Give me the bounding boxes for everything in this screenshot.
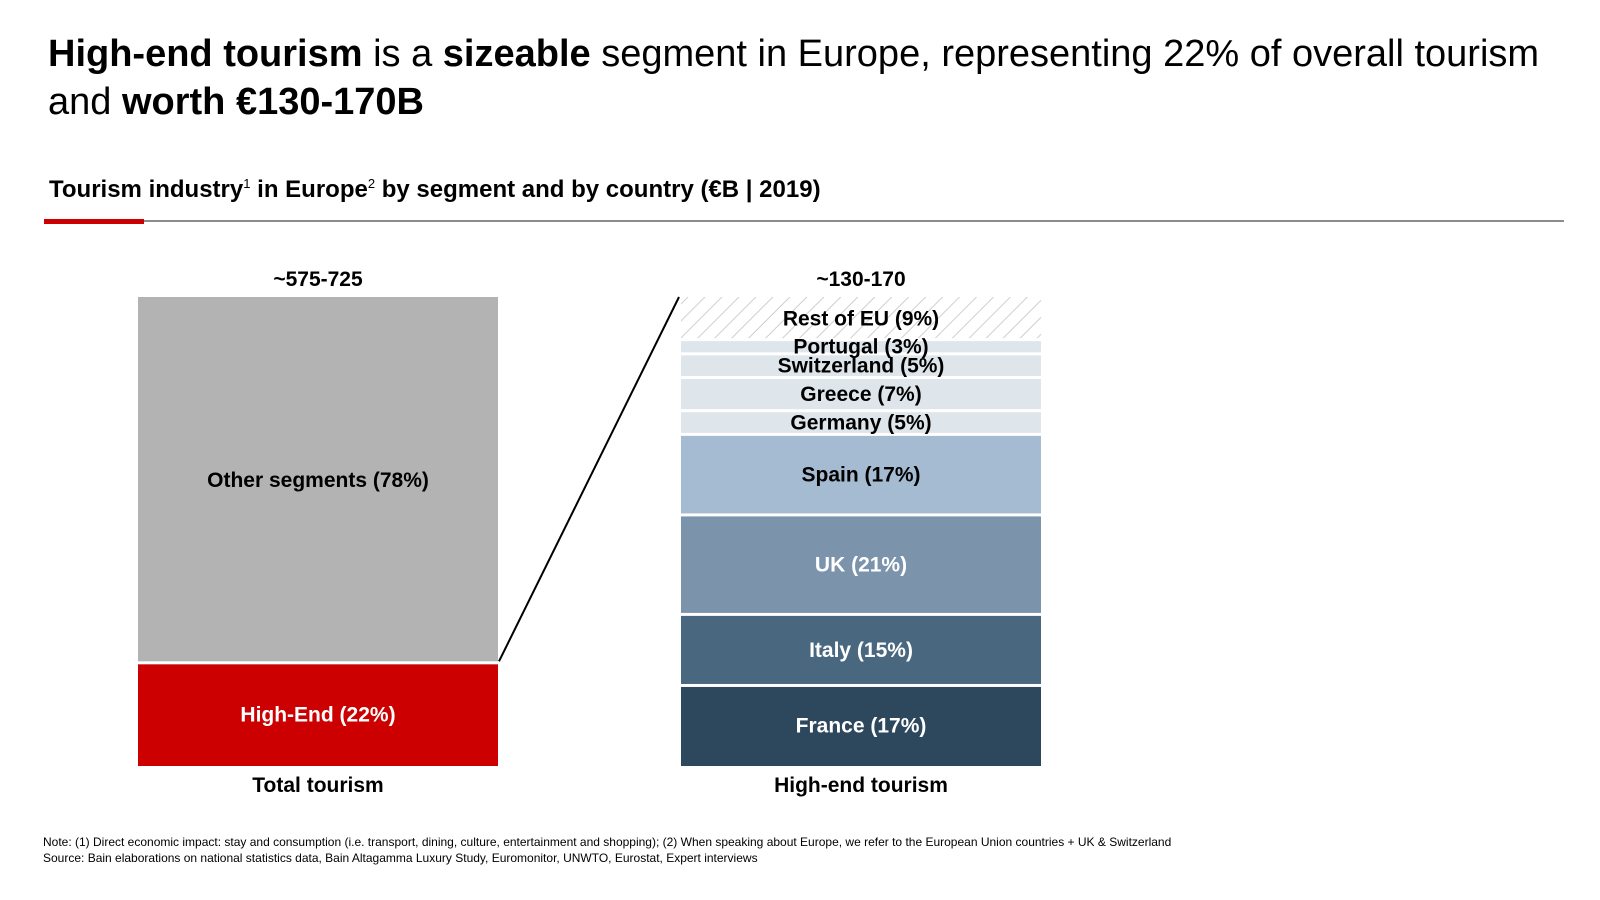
footnote-ref-1: 1 xyxy=(243,176,251,191)
segment-total-tourism-high-end xyxy=(138,664,498,766)
stacked-bar-chart: High-End (22%) Other segments (78%) ~575-7… xyxy=(138,268,1041,797)
chart-subtitle: Tourism industry1 in Europe2 by segment … xyxy=(49,175,821,205)
segment-high-end-tourism-portugal xyxy=(681,341,1041,353)
segment-label-high-end: High-End (22%) xyxy=(240,703,395,726)
bar-total-label-high-end-tourism: ~130-170 xyxy=(816,268,905,291)
segment-total-tourism-other-segments xyxy=(138,297,498,662)
headline: High-end tourism is a sizeable segment i… xyxy=(48,30,1548,126)
segment-label-italy: Italy (15%) xyxy=(809,639,913,662)
segment-label-uk: UK (21%) xyxy=(815,554,907,577)
segment-high-end-tourism-rest-of-eu xyxy=(681,297,1041,339)
segment-label-portugal: Portugal (3%) xyxy=(793,336,928,359)
footnote-source: Source: Bain elaborations on national st… xyxy=(43,851,758,865)
segment-high-end-tourism-spain xyxy=(681,435,1041,514)
segment-label-switzerland: Switzerland (5%) xyxy=(778,355,945,378)
headline-text-2: segment in Europe, representing 22% of o… xyxy=(48,33,1540,123)
segment-label-greece: Greece (7%) xyxy=(800,383,921,406)
segment-high-end-tourism-italy xyxy=(681,615,1041,684)
footnote-note: Note: (1) Direct economic impact: stay a… xyxy=(43,835,1172,849)
footnote-ref-2: 2 xyxy=(367,176,376,191)
segment-high-end-tourism-uk xyxy=(681,516,1041,613)
segment-high-end-tourism-switzerland xyxy=(681,355,1041,377)
bar-category-label-total-tourism: Total tourism xyxy=(252,774,383,797)
segment-high-end-tourism-greece xyxy=(681,379,1041,410)
title-divider xyxy=(44,220,1564,222)
headline-bold-2: sizeable xyxy=(442,33,591,75)
segment-label-other-segments: Other segments (78%) xyxy=(207,469,429,492)
footnotes: Note: (1) Direct economic impact: stay a… xyxy=(43,834,1171,866)
subtitle-text-3: by segment and by country (€B | 2019) xyxy=(375,176,821,203)
connector-line xyxy=(498,296,680,662)
segment-label-germany: Germany (5%) xyxy=(790,412,931,435)
subtitle-text-1: Tourism industry xyxy=(49,176,244,203)
headline-text-1: is a xyxy=(362,33,443,75)
segment-label-spain: Spain (17%) xyxy=(801,464,920,487)
segment-label-france: France (17%) xyxy=(796,715,927,738)
headline-bold-3: worth €130-170B xyxy=(121,81,424,123)
segment-label-rest-of-eu: Rest of EU (9%) xyxy=(783,307,939,330)
subtitle-text-2: in Europe xyxy=(250,176,368,203)
segment-high-end-tourism-germany xyxy=(681,412,1041,433)
bar-category-label-high-end-tourism: High-end tourism xyxy=(774,774,948,797)
headline-bold-1: High-end tourism xyxy=(48,33,363,75)
segment-high-end-tourism-france xyxy=(681,686,1041,766)
bar-total-label-total-tourism: ~575-725 xyxy=(273,268,363,291)
title-divider-accent xyxy=(44,219,144,224)
